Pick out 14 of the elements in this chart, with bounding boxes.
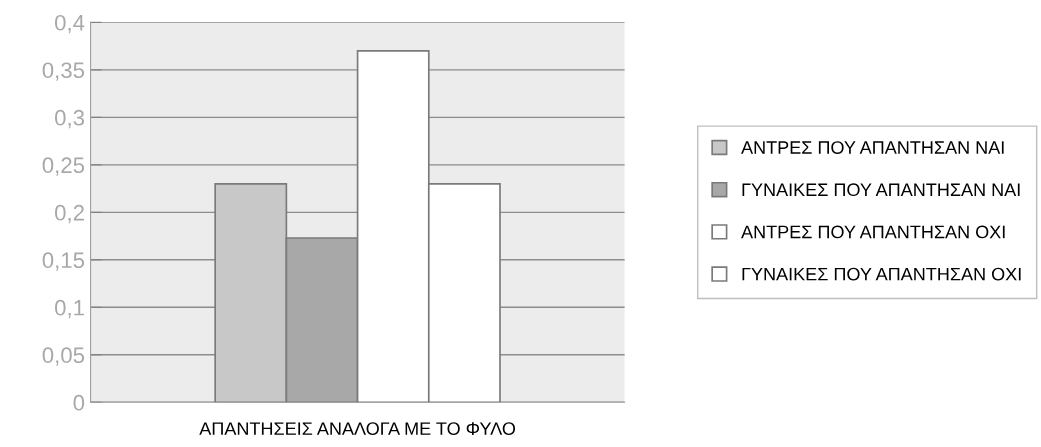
y-tick-label: 0,2 (54, 204, 84, 224)
legend-label: ΓΥΝΑΙΚΕΣ ΠΟΥ ΑΠΑΝΤΗΣΑΝ ΝΑΙ (742, 183, 1020, 197)
legend-label: ΓΥΝΑΙΚΕΣ ΠΟΥ ΑΠΑΝΤΗΣΑΝ ΟΧΙ (742, 267, 1021, 281)
y-tick-label: 0 (73, 394, 85, 411)
y-tick-label: 0,25 (42, 157, 85, 176)
y-tick-label: 0,4 (54, 14, 85, 34)
legend-label: ΑΝΤΡΕΣ ΠΟΥ ΑΠΑΝΤΗΣΑΝ ΝΑΙ (741, 141, 1004, 154)
y-tick-label: 0,1 (54, 299, 84, 319)
y-tick-label: 0,3 (54, 109, 85, 129)
y-tick-label: 0,15 (42, 252, 85, 271)
legend-label: ΑΝΤΡΕΣ ΠΟΥ ΑΠΑΝΤΗΣΑΝ ΟΧΙ (741, 225, 1005, 239)
y-tick-label: 0,05 (42, 347, 85, 366)
y-tick-label: 0,35 (42, 62, 85, 81)
x-tick-label: ΑΠΑΝΤΗΣΕΙΣ ΑΝΑΛΟΓΑ ΜΕ ΤΟ ΦΥΛΟ (199, 422, 516, 436)
